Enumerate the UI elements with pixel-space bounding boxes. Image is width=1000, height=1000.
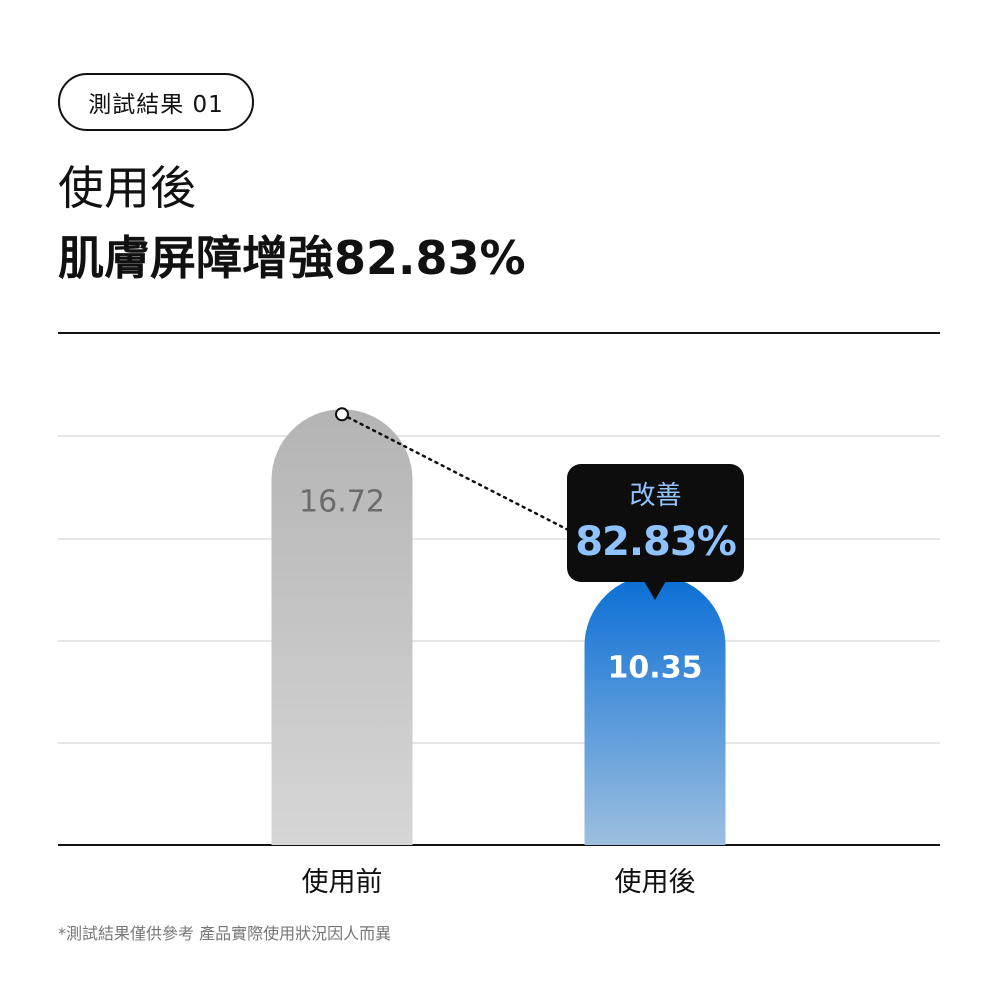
x-tick-label-after: 使用後 <box>615 867 696 898</box>
bar-after <box>584 575 726 845</box>
bar-value-label-after: 10.35 <box>608 650 703 685</box>
disclaimer-footnote: *測試結果僅供參考 產品實際使用狀況因人而異 <box>58 924 392 943</box>
page-title-line-2: 肌膚屏障增強82.83% <box>58 231 526 285</box>
bar-before <box>271 409 413 845</box>
bar-value-label-before: 16.72 <box>299 484 385 519</box>
x-tick-label-before: 使用前 <box>302 867 383 898</box>
callout-pointer <box>644 581 666 600</box>
callout-label: 改善 <box>629 481 682 511</box>
data-point-marker-before <box>335 407 349 422</box>
test-result-badge: 測試結果 01 <box>58 73 254 131</box>
callout-value: 82.83% <box>575 519 737 565</box>
page-title-line-1: 使用後 <box>58 161 196 215</box>
improvement-callout: 改善 82.83% <box>567 464 744 582</box>
